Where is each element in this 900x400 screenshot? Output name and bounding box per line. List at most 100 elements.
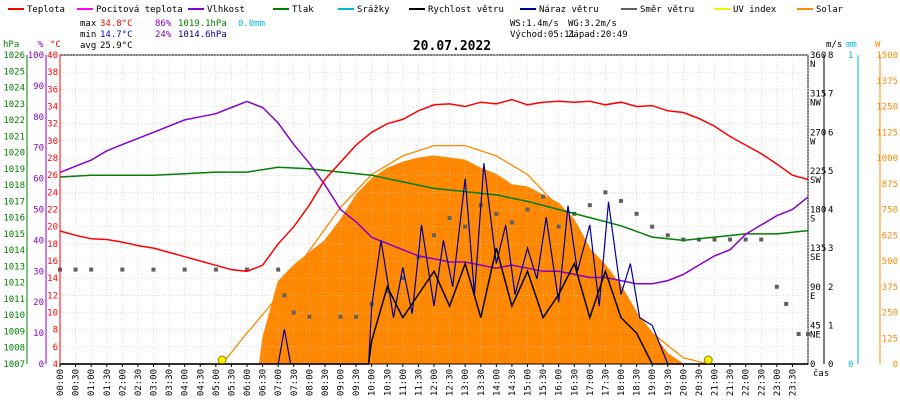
tick-direction: 135 xyxy=(810,244,826,254)
wind-direction-point xyxy=(89,267,94,272)
tick-hpa: 1020 xyxy=(3,149,25,159)
tick-x: 07:30 xyxy=(290,369,300,396)
tick-hpa: 1009 xyxy=(3,327,25,337)
wind-direction-point xyxy=(796,331,801,336)
wind-direction-point xyxy=(245,267,249,272)
tick-temperature: 14 xyxy=(47,274,58,284)
wind-direction-point xyxy=(354,314,359,319)
stat-sunset: Západ:20:49 xyxy=(568,30,628,40)
legend-label: Srážky xyxy=(357,5,390,15)
tick-x: 14:00 xyxy=(492,369,502,396)
tick-temperature: 26 xyxy=(47,171,58,181)
tick-hpa: 1025 xyxy=(3,67,25,77)
tick-direction: 315 xyxy=(810,90,826,100)
stat-avg-label: avg xyxy=(80,41,96,51)
legend-label: UV index xyxy=(733,5,777,15)
tick-solar: 1000 xyxy=(876,154,898,164)
wind-direction-point xyxy=(650,224,655,229)
tick-x: 00:30 xyxy=(72,369,82,396)
tick-wind: 7 xyxy=(828,90,833,100)
tick-direction-compass: E xyxy=(810,292,815,302)
tick-temperature: 12 xyxy=(47,291,58,301)
tick-x: 12:00 xyxy=(430,369,440,396)
tick-hpa: 1013 xyxy=(3,262,25,272)
legend-label: Náraz větru xyxy=(539,5,599,15)
tick-hpa: 1017 xyxy=(3,197,25,207)
tick-hpa: 1019 xyxy=(3,165,25,175)
tick-humidity: 10 xyxy=(33,329,44,339)
tick-solar: 625 xyxy=(882,231,898,241)
uv-marker xyxy=(703,355,713,365)
tick-x: 05:30 xyxy=(227,369,237,396)
wind-direction-point xyxy=(743,237,748,242)
tick-x: 12:30 xyxy=(446,369,456,396)
tick-hpa: 1007 xyxy=(3,360,25,370)
legend-label: Tlak xyxy=(292,5,314,15)
tick-temperature: 34 xyxy=(47,103,58,113)
humidity-line xyxy=(59,100,809,285)
axes: hPa% °C1026102510241023102210211020101910… xyxy=(3,40,898,396)
wind-direction-point xyxy=(619,198,623,203)
stat-min-pressure: 1014.6hPa xyxy=(178,30,227,40)
tick-x: 23:00 xyxy=(773,369,783,396)
tick-direction: 45 xyxy=(810,321,821,331)
wind-direction-point xyxy=(282,293,287,298)
stat-rain: 0.0mm xyxy=(238,19,265,29)
legend-label: Směr větru xyxy=(640,5,694,15)
wind-direction-point xyxy=(213,267,218,272)
tick-humidity: 30 xyxy=(33,267,44,277)
tick-wind: 8 xyxy=(828,51,833,61)
tick-temperature: 6 xyxy=(53,343,58,353)
tick-x: 20:00 xyxy=(679,369,689,396)
stat-max-temp: 34.8°C xyxy=(100,19,133,29)
tick-solar: 1500 xyxy=(876,51,898,61)
tick-x: 16:00 xyxy=(555,369,565,396)
pressure-line xyxy=(59,166,809,242)
wind-direction-point xyxy=(696,237,701,242)
wind-direction-point xyxy=(509,220,514,225)
tick-wind: 0 xyxy=(828,360,833,370)
tick-x: 04:00 xyxy=(181,369,191,396)
wind-direction-point xyxy=(182,267,187,272)
tick-temperature: 30 xyxy=(47,137,58,147)
tick-temperature: 38 xyxy=(47,68,58,78)
stat-min-humidity: 24% xyxy=(155,30,172,40)
tick-hpa: 1014 xyxy=(3,246,25,256)
tick-hpa: 1023 xyxy=(3,100,25,110)
legend: Teplota Pocitová teplota Vlhkost Tlak Srážky… xyxy=(8,5,844,15)
tick-wind: 2 xyxy=(828,283,833,293)
tick-wind: 1 xyxy=(828,321,833,331)
tick-hpa: 1011 xyxy=(3,295,25,305)
stat-max-humidity: 86% xyxy=(155,19,172,29)
tick-x: 22:00 xyxy=(742,369,752,396)
wind-gust-line xyxy=(60,163,808,365)
tick-x: 06:00 xyxy=(243,369,253,396)
tick-hpa: 1026 xyxy=(3,51,25,61)
tick-x: 18:30 xyxy=(633,369,643,396)
tick-humidity: 90 xyxy=(33,82,44,92)
wind-direction-point xyxy=(120,267,125,272)
stat-avg-temp: 25.9°C xyxy=(100,41,133,51)
series-wind-speed xyxy=(60,247,808,365)
tick-temperature: 40 xyxy=(47,51,58,61)
tick-hpa: 1018 xyxy=(3,181,25,191)
tick-x: 15:30 xyxy=(539,369,549,396)
tick-x: 07:00 xyxy=(274,369,284,396)
axis-unit-hpa: hPa xyxy=(3,40,19,50)
tick-x: 06:30 xyxy=(259,369,269,396)
solar-theoretical-line xyxy=(221,144,709,365)
wind-direction-point xyxy=(432,233,436,238)
series-wind-gust xyxy=(60,163,808,365)
tick-temperature: 4 xyxy=(53,360,58,370)
wind-direction-point xyxy=(712,237,717,242)
axis-unit-pct: % xyxy=(38,40,44,50)
wind-direction-point xyxy=(338,314,343,319)
axis-unit-w: W xyxy=(875,40,881,50)
tick-hpa: 1022 xyxy=(3,116,25,126)
wind-direction-point xyxy=(447,216,452,221)
stat-min-temp: 14.7°C xyxy=(100,30,133,40)
tick-direction: 270 xyxy=(810,128,826,138)
wind-direction-point xyxy=(463,224,468,229)
stat-wind-gust: WG:3.2m/s xyxy=(568,19,617,29)
tick-hpa: 1015 xyxy=(3,230,25,240)
